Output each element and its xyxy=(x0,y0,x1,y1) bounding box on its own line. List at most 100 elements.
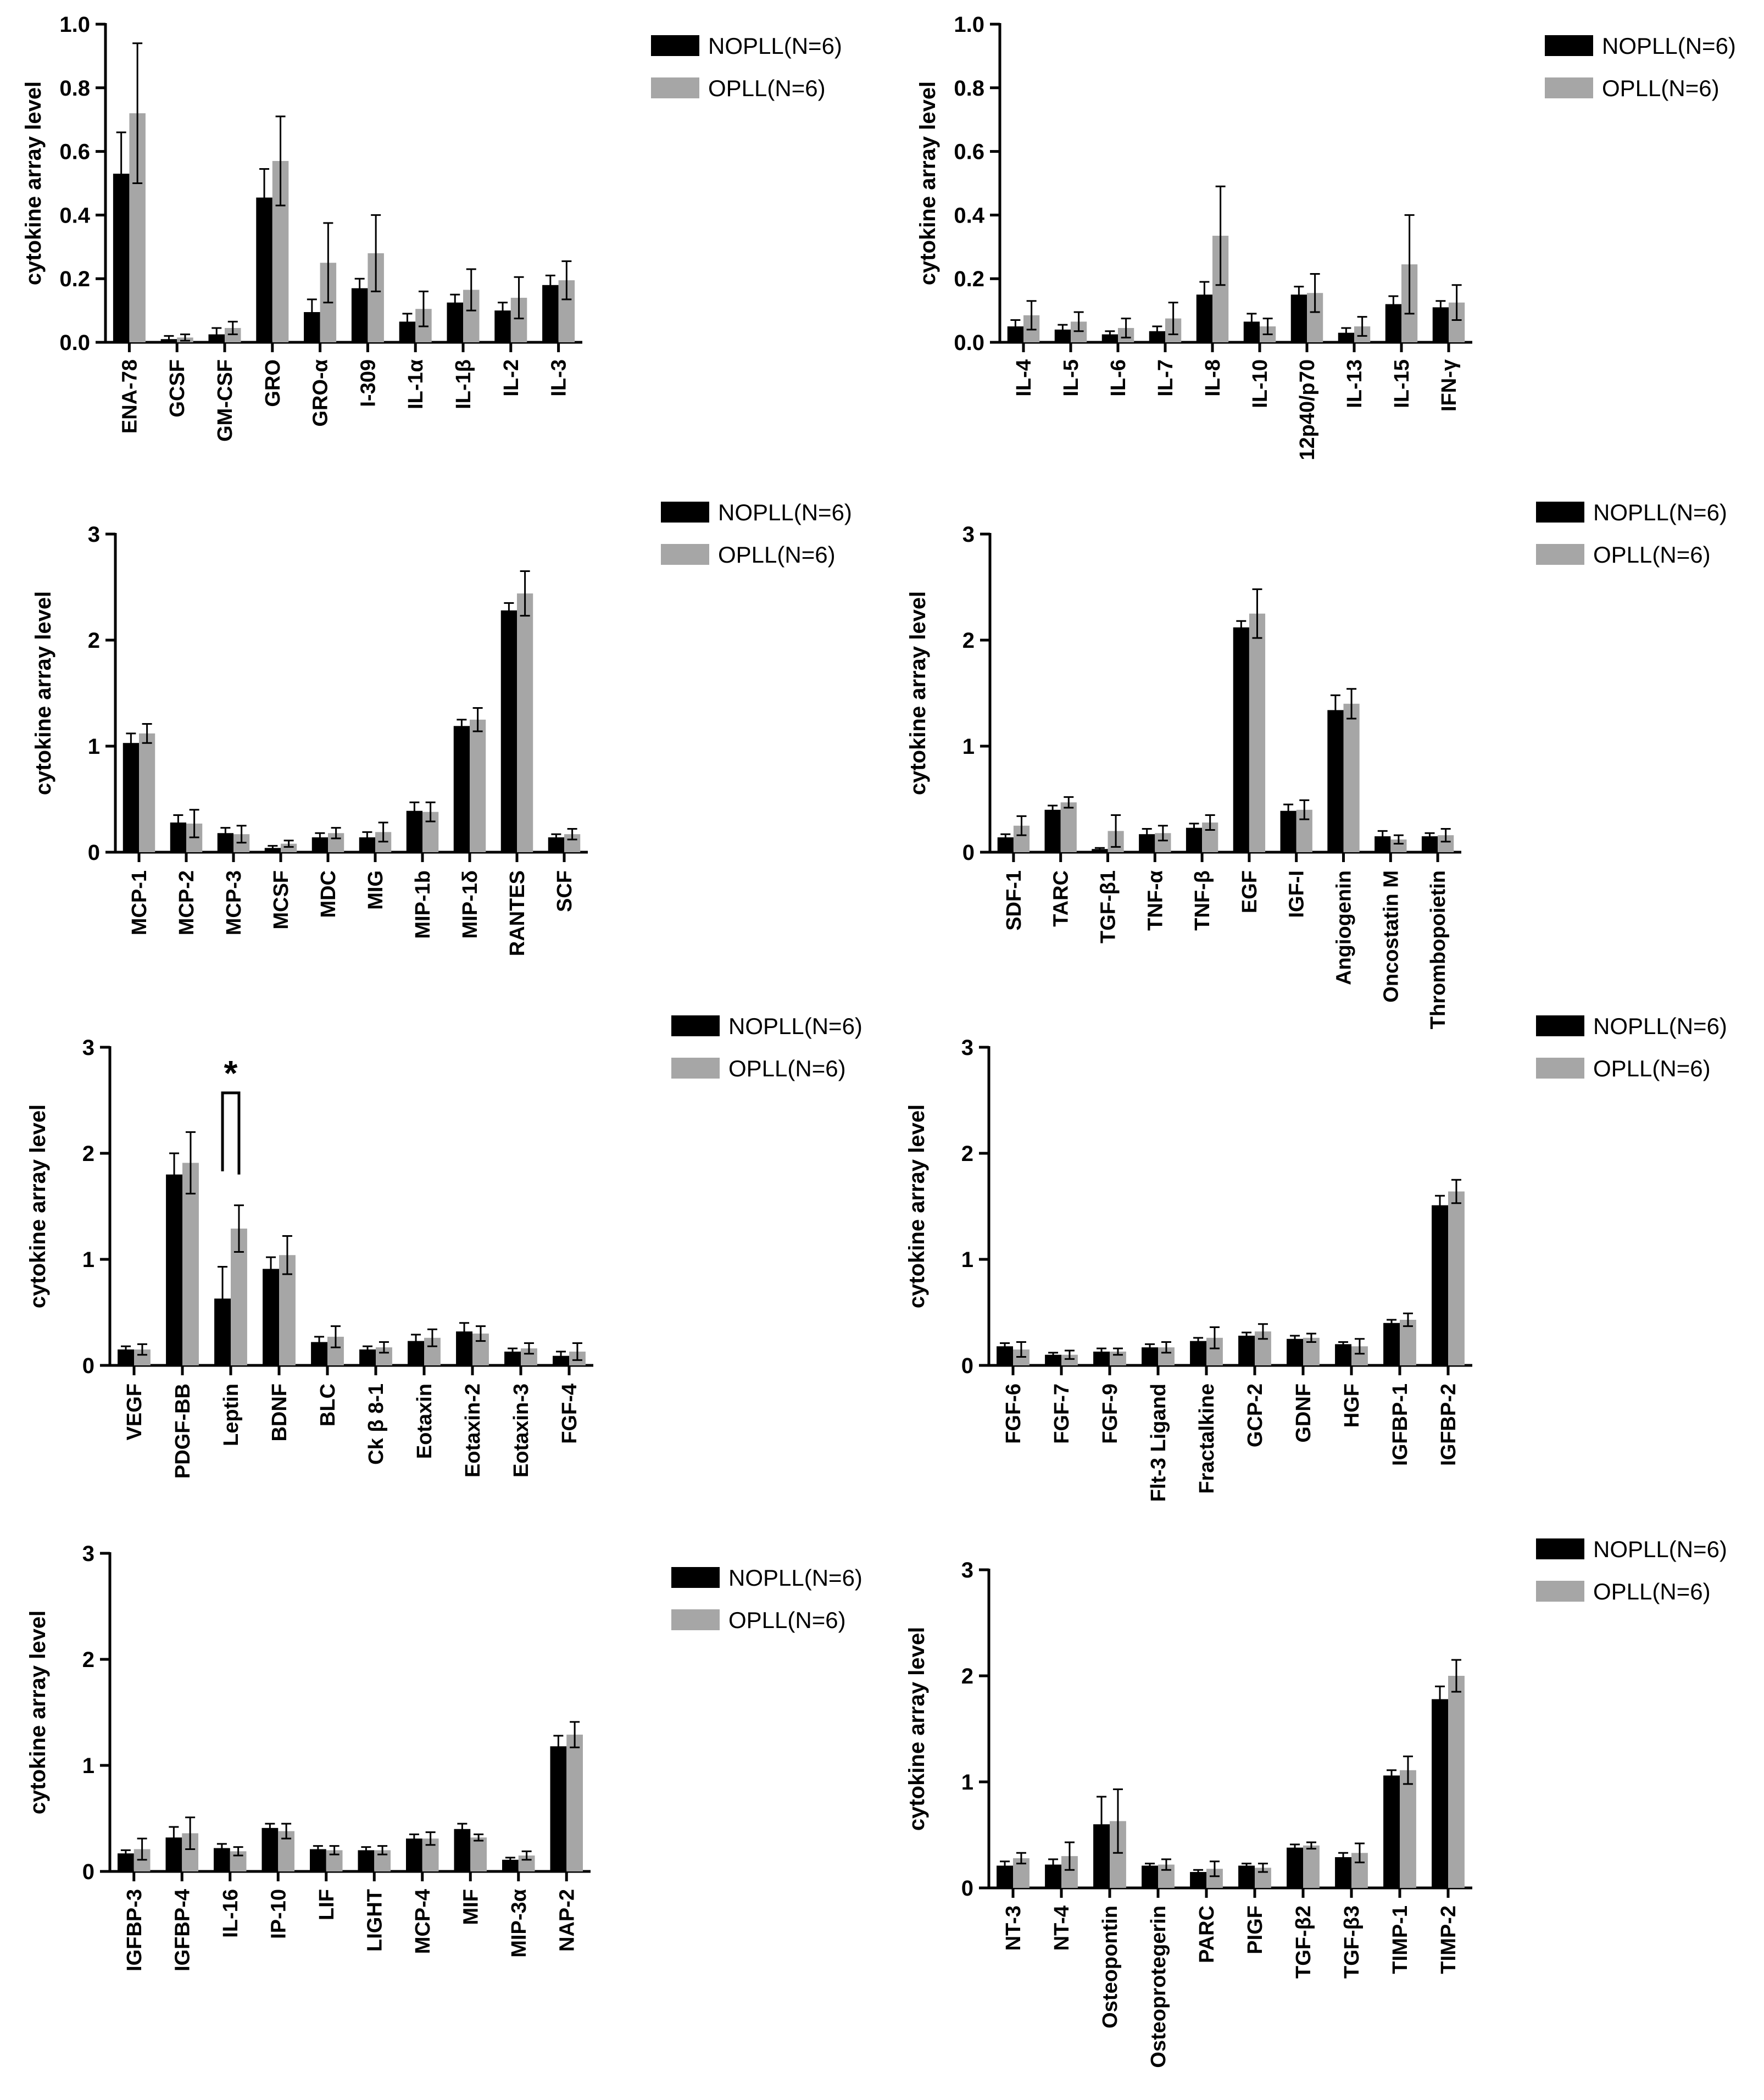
x-tick-label: EGF xyxy=(1238,870,1261,913)
error-bar xyxy=(218,1266,228,1331)
legend-label-opll: OPLL(N=6) xyxy=(1593,542,1711,568)
y-tick-label: 0.4 xyxy=(954,203,984,227)
error-bar xyxy=(1387,1319,1397,1327)
error-bar xyxy=(1142,828,1152,841)
bar-nopll xyxy=(1335,1344,1351,1365)
legend-swatch-opll xyxy=(1536,1058,1584,1079)
x-tick-label: Eotaxin xyxy=(413,1384,436,1459)
error-bar xyxy=(459,1322,470,1341)
x-tick-label: VEGF xyxy=(123,1384,146,1440)
x-tick-label: FGF-9 xyxy=(1099,1384,1122,1444)
x-tick-label: MCP-3 xyxy=(222,870,246,935)
bar-nopll xyxy=(166,1174,182,1365)
legend-swatch-nopll xyxy=(1536,502,1584,523)
x-tick-label: IGFBP-1 xyxy=(1389,1384,1412,1466)
error-bar xyxy=(1424,832,1435,841)
y-tick-label: 1 xyxy=(82,1248,94,1272)
error-bar xyxy=(524,1342,534,1355)
x-tick-label: BDNF xyxy=(268,1384,291,1442)
x-tick-label: Leptin xyxy=(220,1384,243,1446)
bar-opll xyxy=(1400,1320,1416,1365)
y-axis-title: cytokine array level xyxy=(31,591,55,795)
x-tick-label: SDF-1 xyxy=(1003,870,1026,931)
bar-nopll xyxy=(1383,1323,1400,1365)
bar-opll xyxy=(470,719,486,852)
x-tick-label: Ck β 8-1 xyxy=(365,1384,388,1465)
error-bar xyxy=(1236,620,1247,635)
error-bar xyxy=(1048,804,1058,815)
error-bar xyxy=(514,276,524,320)
error-bar xyxy=(567,828,577,841)
x-tick-label: MCSF xyxy=(270,870,293,930)
legend: NOPLL(N=6) OPLL(N=6) xyxy=(671,1565,862,1633)
error-bar xyxy=(314,1336,325,1348)
y-tick-label: 3 xyxy=(962,523,975,547)
y-tick-label: 1 xyxy=(82,1754,94,1778)
error-bar xyxy=(233,1204,244,1253)
error-bar xyxy=(1112,1788,1123,1854)
x-tick-label: IGF-I xyxy=(1286,870,1309,918)
error-bar xyxy=(466,268,476,312)
error-bar xyxy=(1257,1863,1268,1873)
error-bar xyxy=(1242,1863,1252,1869)
error-bar xyxy=(1451,284,1462,321)
error-bar xyxy=(1026,300,1037,331)
y-tick-label: 3 xyxy=(961,1036,973,1060)
error-bar xyxy=(1064,1841,1075,1871)
bar-opll xyxy=(1249,613,1266,852)
x-tick-label: IFN-γ xyxy=(1438,359,1461,412)
error-bar xyxy=(1064,796,1074,809)
error-bar xyxy=(1306,1841,1316,1850)
bar-nopll xyxy=(406,1838,422,1871)
y-tick-label: 3 xyxy=(82,1036,94,1060)
error-bar xyxy=(1283,803,1294,818)
error-bar xyxy=(1111,814,1121,848)
y-tick-label: 1 xyxy=(961,1248,973,1272)
error-bar xyxy=(425,1831,436,1846)
error-bar xyxy=(268,845,278,851)
y-tick-label: 3 xyxy=(88,523,100,547)
bar-opll xyxy=(470,1837,487,1871)
legend-swatch-opll xyxy=(651,77,699,98)
legend: NOPLL(N=6) OPLL(N=6) xyxy=(671,1013,862,1081)
error-bar xyxy=(1016,1852,1026,1865)
bar-opll xyxy=(1343,703,1360,852)
y-tick-label: 0 xyxy=(961,1354,973,1378)
bar-nopll xyxy=(1335,1857,1351,1888)
y-tick-label: 3 xyxy=(82,1542,94,1566)
y-tick-label: 2 xyxy=(82,1142,94,1166)
x-tick-label: IGFBP-4 xyxy=(171,1889,194,1971)
error-bar xyxy=(1247,313,1257,331)
error-bar xyxy=(1112,1347,1123,1356)
error-bar xyxy=(1404,214,1415,315)
error-bar xyxy=(169,1152,180,1197)
error-bar xyxy=(283,840,294,848)
y-tick-label: 0.2 xyxy=(954,267,984,291)
x-tick-label: Eotaxin-2 xyxy=(461,1384,485,1477)
bar-nopll xyxy=(1044,809,1061,852)
x-tick-label: TGF-β1 xyxy=(1097,870,1120,943)
error-bar xyxy=(362,831,372,844)
error-bar xyxy=(1357,316,1367,337)
error-bar xyxy=(1262,318,1273,336)
legend-label-nopll: NOPLL(N=6) xyxy=(728,1013,862,1039)
legend-label-nopll: NOPLL(N=6) xyxy=(1602,33,1736,59)
y-tick-label: 0.6 xyxy=(59,140,90,164)
bar-nopll xyxy=(1054,329,1071,342)
bar-nopll xyxy=(261,1827,279,1871)
legend-swatch-nopll xyxy=(651,35,699,56)
y-tick-label: 1 xyxy=(961,1770,973,1795)
error-bar xyxy=(120,1849,131,1858)
legend-swatch-opll xyxy=(1536,544,1584,565)
error-bar xyxy=(457,719,467,734)
error-bar xyxy=(169,1826,179,1849)
legend: NOPLL(N=6) OPLL(N=6) xyxy=(1536,1013,1727,1081)
legend-label-opll: OPLL(N=6) xyxy=(1593,1055,1711,1081)
x-tick-label: NAP-2 xyxy=(555,1889,578,1952)
legend-label-opll: OPLL(N=6) xyxy=(708,75,826,101)
legend-swatch-opll xyxy=(1545,77,1593,98)
error-bar xyxy=(1435,1195,1445,1216)
y-tick-label: 1.0 xyxy=(59,13,90,37)
x-tick-label: IP-10 xyxy=(267,1889,290,1939)
y-axis-title: cytokine array level xyxy=(905,1627,929,1831)
